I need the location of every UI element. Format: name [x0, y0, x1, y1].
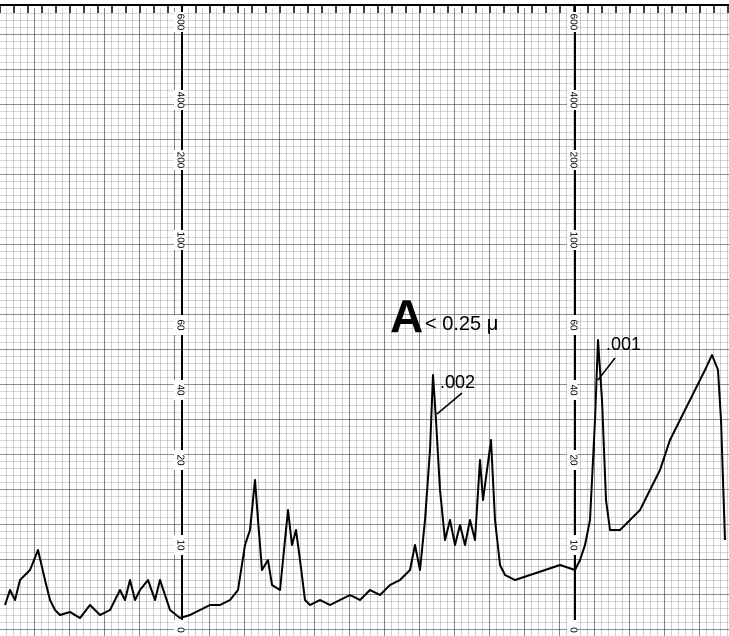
annotation-arrow: [597, 357, 616, 381]
label-backing: [567, 620, 577, 636]
scale-label: 0: [567, 627, 578, 633]
scale-label: 600: [174, 14, 185, 31]
label-backing: [174, 230, 184, 250]
scale-label: 20: [174, 454, 185, 466]
major-grid: [0, 8, 729, 636]
scale-label: 60: [567, 319, 578, 331]
label-backing: [567, 535, 577, 555]
label-backing: [174, 315, 184, 335]
scale-label: 600: [567, 14, 578, 31]
scale-label: 40: [174, 384, 185, 396]
label-backing: [174, 12, 184, 32]
peak-annotation: .002: [440, 372, 475, 392]
peak-annotation: .001: [606, 334, 641, 354]
label-backing: [174, 535, 184, 555]
scale-label: 10: [567, 539, 578, 551]
scale-label: 60: [174, 319, 185, 331]
label-backing: [174, 150, 184, 170]
size-label: < 0.25 μ: [425, 313, 498, 335]
label-backing: [567, 150, 577, 170]
label-backing: [174, 380, 184, 400]
scale-label: 400: [174, 92, 185, 109]
label-backing: [567, 12, 577, 32]
scale-label: 10: [174, 539, 185, 551]
scale-label: 0: [174, 627, 185, 633]
ruler-ticks: [0, 5, 729, 13]
annotation-arrow: [436, 392, 463, 415]
label-backing: [567, 230, 577, 250]
trace: [4, 339, 726, 619]
label-backing: [174, 620, 184, 636]
scale-label: 20: [567, 454, 578, 466]
scale-label: 100: [567, 232, 578, 249]
scale-label: 200: [174, 152, 185, 169]
label-backing: [567, 90, 577, 110]
label-backing: [567, 380, 577, 400]
label-backing: [174, 90, 184, 110]
scale-label: 400: [567, 92, 578, 109]
scale-label: 40: [567, 384, 578, 396]
label-backing: [567, 315, 577, 335]
scale-labels: 0 0 10 10 20 20 40 40 60 60 100 100 200 200 400 400 600 6…: [174, 12, 578, 636]
label-backing: [174, 450, 184, 470]
sample-label: A: [390, 290, 423, 342]
scale-label: 200: [567, 152, 578, 169]
scale-label: 100: [174, 232, 185, 249]
label-backing: [567, 450, 577, 470]
